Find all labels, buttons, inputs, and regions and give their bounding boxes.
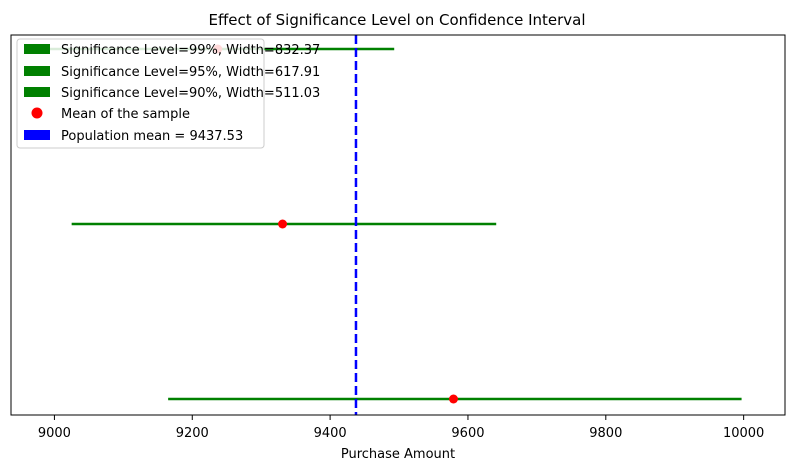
x-axis: 9000 9200 9400 9600 9800 10000 <box>38 415 764 441</box>
legend-swatch-population <box>24 130 50 140</box>
x-tick-label-10000: 10000 <box>723 426 764 441</box>
legend-mean-marker <box>31 107 43 119</box>
plot-frame <box>10 34 786 416</box>
legend-label-90: Significance Level=90%, Width=511.03 <box>61 86 320 101</box>
x-tick-label-9000: 9000 <box>38 426 71 441</box>
mean-marker-1 <box>278 219 288 229</box>
x-tick-label-9400: 9400 <box>314 426 347 441</box>
legend-label-population: Population mean = 9437.53 <box>61 129 243 144</box>
x-axis-label: Purchase Amount <box>341 447 455 462</box>
legend-swatch-90 <box>24 87 50 97</box>
legend: Significance Level=99%, Width=832.37 Sig… <box>16 38 320 149</box>
legend-label-99: Significance Level=99%, Width=832.37 <box>61 43 320 58</box>
x-tick-label-9800: 9800 <box>589 426 622 441</box>
legend-box <box>16 38 265 149</box>
legend-label-95: Significance Level=95%, Width=617.91 <box>61 65 320 80</box>
legend-label-mean: Mean of the sample <box>61 107 190 122</box>
legend-swatch-95 <box>24 66 50 76</box>
x-tick-label-9200: 9200 <box>176 426 209 441</box>
mean-marker-0 <box>448 394 458 404</box>
chart-title: Effect of Significance Level on Confiden… <box>208 11 585 29</box>
x-tick-label-9600: 9600 <box>451 426 484 441</box>
legend-swatch-99 <box>24 44 50 54</box>
